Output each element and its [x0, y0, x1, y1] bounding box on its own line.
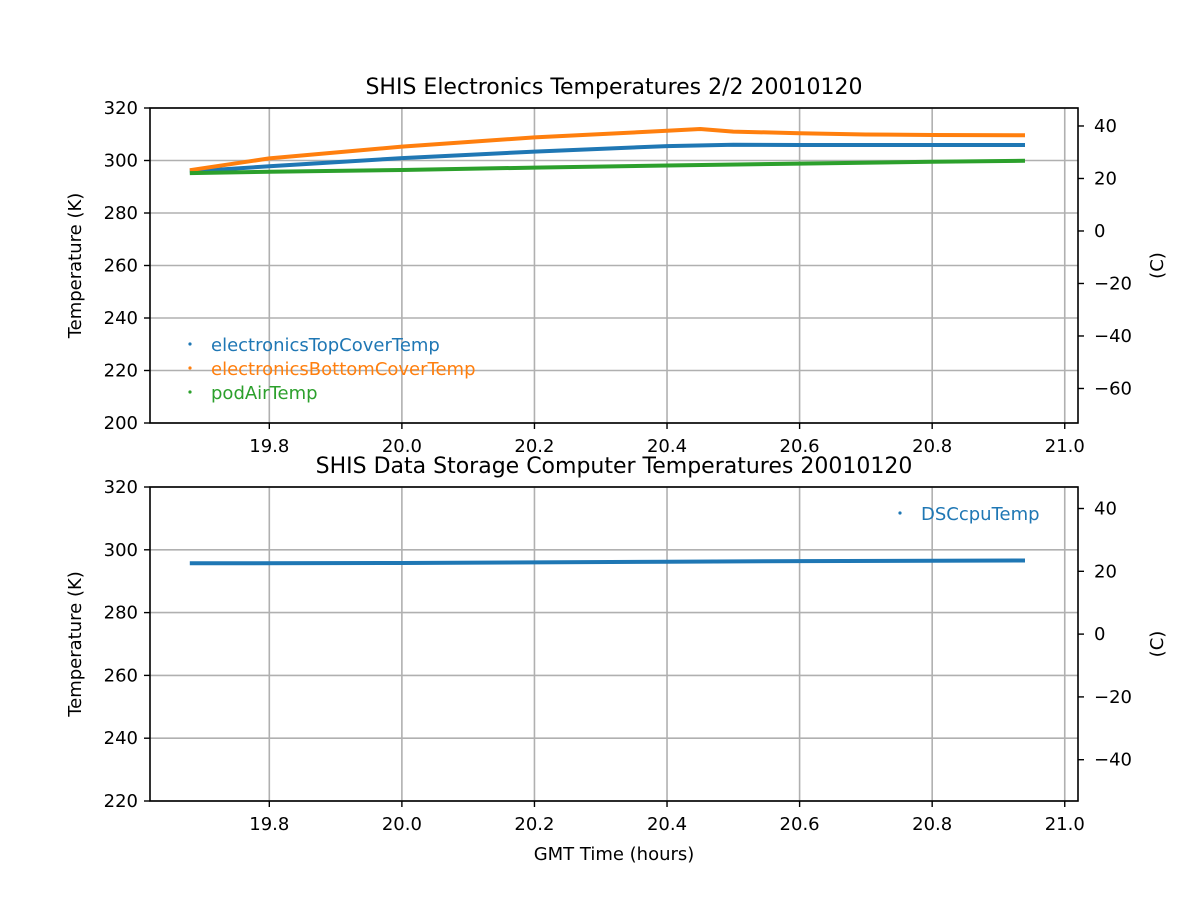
- x-tick-label: 20.8: [912, 814, 952, 835]
- y2-tick-label: 20: [1094, 561, 1117, 582]
- legend-marker: [188, 366, 192, 370]
- y-tick-label: 240: [104, 308, 138, 329]
- series-DSCcpuTemp: [189, 558, 1026, 566]
- y-tick-label: 220: [104, 361, 138, 382]
- x-tick-label: 19.8: [249, 814, 289, 835]
- x-tick-label: 20.8: [912, 436, 952, 457]
- y-tick-label: 260: [104, 665, 138, 686]
- x-tick-label: 20.2: [514, 436, 554, 457]
- legend: electronicsTopCoverTemp electronicsBottom…: [188, 335, 476, 404]
- y2-tick-label: −20: [1094, 273, 1132, 294]
- y-tick-label: 220: [104, 791, 138, 812]
- legend-label: electronicsBottomCoverTemp: [211, 359, 476, 380]
- y-tick-label: 200: [104, 413, 138, 434]
- y2-tick-label: 20: [1094, 168, 1117, 189]
- series-electronicsTopCoverTemp: [189, 142, 1025, 174]
- y2-axis-label: (C): [1147, 252, 1168, 279]
- y2-axis-label: (C): [1147, 631, 1168, 658]
- y-axis-label: Temperature (K): [65, 193, 86, 340]
- y-tick-label: 240: [104, 728, 138, 749]
- y-tick-label: 320: [104, 98, 138, 119]
- x-axis-label: GMT Time (hours): [534, 844, 695, 865]
- y2-tick-label: 0: [1094, 624, 1105, 645]
- x-tick-label: 20.2: [514, 814, 554, 835]
- x-tick-label: 20.4: [647, 814, 687, 835]
- series-podAirTemp: [189, 158, 1026, 176]
- legend-marker: [188, 390, 192, 394]
- legend-label: podAirTemp: [211, 383, 318, 404]
- x-tick-label: 21.0: [1045, 436, 1085, 457]
- legend-label: electronicsTopCoverTemp: [211, 335, 440, 356]
- y-tick-label: 280: [104, 603, 138, 624]
- legend-marker: [188, 342, 192, 346]
- chart-title: SHIS Data Storage Computer Temperatures …: [316, 454, 913, 479]
- y2-tick-label: −40: [1094, 750, 1132, 771]
- chart-title: SHIS Electronics Temperatures 2/2 200101…: [365, 75, 862, 100]
- x-tick-label: 20.6: [780, 436, 820, 457]
- legend-label: DSCcpuTemp: [921, 504, 1040, 525]
- y-axis-label: Temperature (K): [65, 571, 86, 718]
- y-tick-label: 300: [104, 540, 138, 561]
- y2-tick-label: 0: [1094, 221, 1105, 242]
- x-tick-label: 20.0: [382, 814, 422, 835]
- y2-tick-label: −40: [1094, 326, 1132, 347]
- x-tick-label: 20.4: [647, 436, 687, 457]
- x-tick-label: 20.6: [780, 814, 820, 835]
- x-tick-label: 21.0: [1045, 814, 1085, 835]
- plot-frame: [149, 486, 1079, 802]
- y-tick-label: 260: [104, 256, 138, 277]
- y2-tick-label: −60: [1094, 378, 1132, 399]
- y2-tick-label: 40: [1094, 499, 1117, 520]
- y-tick-label: 300: [104, 151, 138, 172]
- y2-tick-label: −20: [1094, 687, 1132, 708]
- legend: DSCcpuTemp: [898, 504, 1040, 525]
- y2-tick-label: 40: [1094, 116, 1117, 137]
- x-tick-label: 19.8: [249, 436, 289, 457]
- x-tick-label: 20.0: [382, 436, 422, 457]
- y-tick-label: 320: [104, 477, 138, 498]
- y-tick-label: 280: [104, 203, 138, 224]
- series-electronicsBottomCoverTemp: [189, 127, 1026, 173]
- chart-panel-1: 19.8 20.0 20.2 20.4 20.6 20.8 21.0200220240260…: [65, 75, 1168, 457]
- chart-panel-2: 19.8 20.0 20.2 20.4 20.6 20.8 21.0 220 240 260 280…: [65, 454, 1168, 865]
- legend-marker: [898, 511, 902, 515]
